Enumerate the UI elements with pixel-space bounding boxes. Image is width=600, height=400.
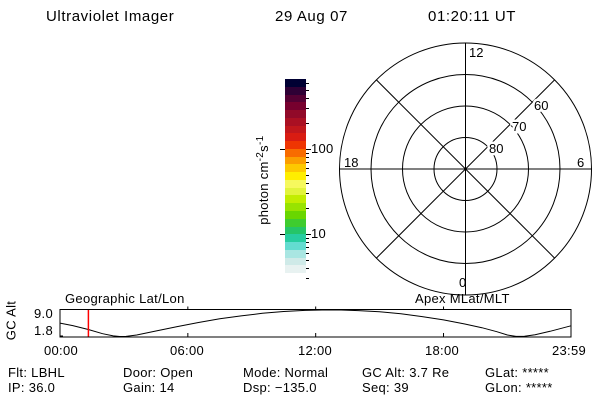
gc-alt-axis-label: GC Alt xyxy=(3,300,19,341)
mlt-label-0: 0 xyxy=(459,275,466,290)
colorbar-band xyxy=(285,125,306,134)
ring-label-70: 70 xyxy=(512,119,526,134)
mlt-label-18: 18 xyxy=(344,155,358,170)
xtick-0600: 06:00 xyxy=(169,343,205,358)
major-tick xyxy=(306,149,311,150)
minor-tick xyxy=(306,89,309,91)
xtick-1800: 18:00 xyxy=(424,343,460,358)
minor-tick xyxy=(306,267,309,269)
minor-tick xyxy=(306,174,309,176)
colorbar-unit-label: photon cm-2s-1 xyxy=(254,105,272,255)
colorbar-tick-label-10: 10 xyxy=(311,226,327,241)
ytick-1-8: 1.8 xyxy=(34,323,53,338)
grid-spoke xyxy=(376,79,555,259)
unit-prefix: photon cm xyxy=(256,161,272,225)
minor-tick xyxy=(306,167,309,169)
colorbar-band xyxy=(285,218,306,227)
colorbar-band xyxy=(285,265,306,274)
colorbar-band xyxy=(285,242,306,250)
colorbar-band xyxy=(285,164,306,173)
minor-tick xyxy=(306,278,309,280)
time-label: 01:20:11 UT xyxy=(428,8,517,25)
colorbar-band xyxy=(285,257,306,266)
colorbar-band xyxy=(285,234,306,243)
minor-tick xyxy=(306,208,309,210)
minor-tick xyxy=(306,259,309,261)
colorbar-band xyxy=(285,172,306,180)
minor-tick xyxy=(306,252,309,254)
minor-tick xyxy=(306,97,309,99)
mlt-label-6: 6 xyxy=(577,155,584,170)
minor-tick xyxy=(306,247,309,249)
colorbar-band xyxy=(285,179,306,188)
colorbar-band xyxy=(285,195,306,204)
geographic-caption: Geographic Lat/Lon xyxy=(65,291,185,306)
date-label: 29 Aug 07 xyxy=(275,8,348,25)
major-tick xyxy=(306,234,311,235)
ytick-9: 9.0 xyxy=(34,306,53,321)
colorbar-band xyxy=(285,273,306,281)
minor-tick xyxy=(306,162,309,164)
colorbar-band xyxy=(285,156,306,165)
status-gc-alt: GC Alt: 3.7 Re xyxy=(362,365,450,380)
minor-tick xyxy=(306,123,309,125)
colorbar-band xyxy=(285,249,306,258)
status-ip: IP: 36.0 xyxy=(8,380,56,395)
app-title: Ultraviolet Imager xyxy=(46,8,175,25)
colorbar-band xyxy=(285,141,306,149)
colorbar-band xyxy=(285,203,306,212)
colorbar-band xyxy=(285,94,306,103)
xtick-2359: 23:59 xyxy=(551,343,587,358)
colorbar-band xyxy=(285,187,306,196)
minor-tick xyxy=(306,193,309,195)
minor-tick xyxy=(306,108,309,110)
gc-alt-plot xyxy=(59,306,572,338)
colorbar-band xyxy=(285,102,306,111)
minor-tick xyxy=(306,237,309,239)
status-door: Door: Open xyxy=(123,365,194,380)
status-gain: Gain: 14 xyxy=(123,380,175,395)
colorbar-band xyxy=(285,133,306,142)
colorbar-band xyxy=(285,211,306,219)
colorbar xyxy=(285,79,306,281)
xtick-1200: 12:00 xyxy=(297,343,333,358)
status-glat: GLat: ***** xyxy=(485,365,550,380)
major-tick xyxy=(280,234,285,235)
unit-exp-2: -2 xyxy=(254,151,266,162)
apex-caption: Apex MLat/MLT xyxy=(415,291,510,306)
minor-tick xyxy=(306,157,309,159)
status-seq: Seq: 39 xyxy=(362,380,409,395)
colorbar-tick-label-100: 100 xyxy=(311,141,334,156)
colorbar-band xyxy=(285,117,306,126)
minor-tick xyxy=(306,182,309,184)
altitude-curve xyxy=(59,309,572,338)
colorbar-band xyxy=(285,226,306,235)
minor-tick xyxy=(306,82,309,84)
colorbar-band xyxy=(285,79,306,87)
unit-mid: s xyxy=(256,145,272,152)
major-tick xyxy=(280,149,285,150)
ring-label-80: 80 xyxy=(489,141,503,156)
polar-plot: 12 18 6 0 80 70 60 xyxy=(339,42,592,296)
ring-label-60: 60 xyxy=(534,98,548,113)
plot-frame xyxy=(59,309,572,338)
unit-exp-1: -1 xyxy=(254,135,266,146)
colorbar-band xyxy=(285,86,306,95)
minor-tick xyxy=(306,242,309,244)
status-mode: Mode: Normal xyxy=(243,365,329,380)
colorbar-band xyxy=(285,110,306,118)
mlt-label-12: 12 xyxy=(469,45,483,60)
status-flt: Flt: LBHL xyxy=(8,365,65,380)
minor-tick xyxy=(306,152,309,154)
xtick-0000: 00:00 xyxy=(43,343,79,358)
colorbar-band xyxy=(285,148,306,157)
status-glon: GLon: ***** xyxy=(485,380,553,395)
status-dsp: Dsp: −135.0 xyxy=(243,380,317,395)
